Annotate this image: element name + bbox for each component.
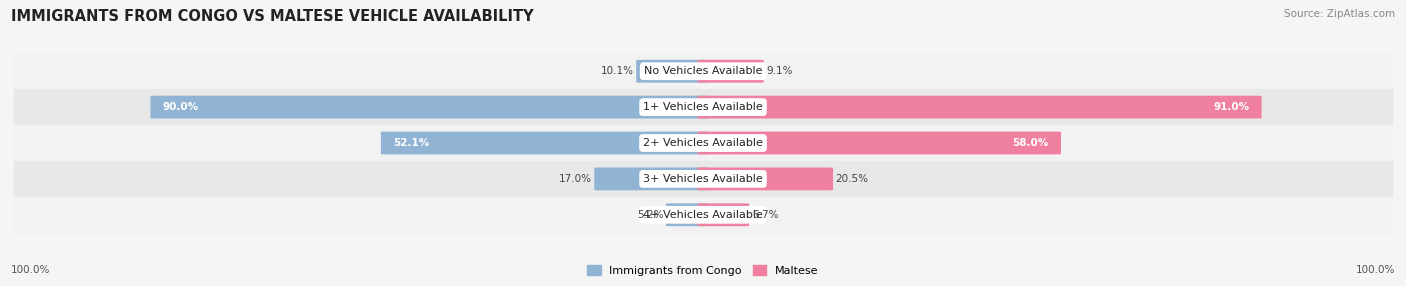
Text: 3+ Vehicles Available: 3+ Vehicles Available [643,174,763,184]
Text: 58.0%: 58.0% [1012,138,1049,148]
FancyBboxPatch shape [381,132,709,154]
FancyBboxPatch shape [150,96,709,118]
Text: 20.5%: 20.5% [835,174,869,184]
FancyBboxPatch shape [666,203,709,226]
Text: 4+ Vehicles Available: 4+ Vehicles Available [643,210,763,220]
Text: 1+ Vehicles Available: 1+ Vehicles Available [643,102,763,112]
Text: 2+ Vehicles Available: 2+ Vehicles Available [643,138,763,148]
Legend: Immigrants from Congo, Maltese: Immigrants from Congo, Maltese [582,261,824,280]
Bar [14,125,1392,161]
FancyBboxPatch shape [697,132,1062,154]
Text: 52.1%: 52.1% [394,138,429,148]
Text: 5.2%: 5.2% [637,210,664,220]
Text: 90.0%: 90.0% [163,102,198,112]
Bar [14,197,1392,233]
Text: 6.7%: 6.7% [752,210,779,220]
Text: 100.0%: 100.0% [11,265,51,275]
Text: 100.0%: 100.0% [1355,265,1395,275]
FancyBboxPatch shape [697,60,763,83]
Bar [14,161,1392,197]
Text: 9.1%: 9.1% [766,66,793,76]
Text: IMMIGRANTS FROM CONGO VS MALTESE VEHICLE AVAILABILITY: IMMIGRANTS FROM CONGO VS MALTESE VEHICLE… [11,9,534,23]
Text: 10.1%: 10.1% [600,66,634,76]
Text: No Vehicles Available: No Vehicles Available [644,66,762,76]
Text: Source: ZipAtlas.com: Source: ZipAtlas.com [1284,9,1395,19]
Bar [14,53,1392,89]
FancyBboxPatch shape [595,168,709,190]
FancyBboxPatch shape [636,60,709,83]
Text: 91.0%: 91.0% [1213,102,1250,112]
Bar [14,89,1392,125]
FancyBboxPatch shape [697,96,1261,118]
FancyBboxPatch shape [697,168,832,190]
Text: 17.0%: 17.0% [558,174,592,184]
FancyBboxPatch shape [697,203,749,226]
